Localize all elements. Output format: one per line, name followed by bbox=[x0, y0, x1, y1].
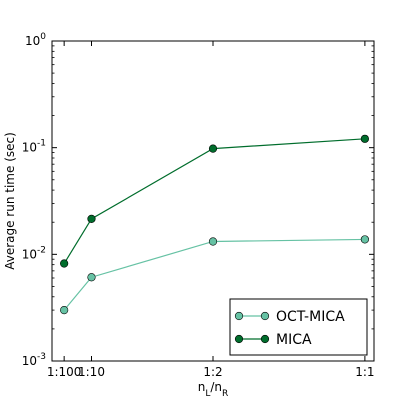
x-axis-label: nL/nR bbox=[198, 380, 229, 399]
legend-marker bbox=[260, 311, 270, 321]
x-tick-label: 1:100 bbox=[47, 365, 82, 379]
y-tick-label: 10-2 bbox=[22, 245, 46, 261]
legend-marker bbox=[234, 334, 244, 344]
legend-label: OCT-MICA bbox=[276, 309, 345, 325]
data-point-mica bbox=[87, 214, 96, 223]
y-tick-label: 100 bbox=[25, 32, 46, 48]
y-tick-label: 10-3 bbox=[22, 352, 46, 368]
data-point-oct-mica bbox=[60, 306, 69, 315]
y-tick-label: 10-1 bbox=[22, 139, 46, 155]
x-tick-label: 1:2 bbox=[203, 365, 222, 379]
data-point-oct-mica bbox=[208, 237, 218, 246]
data-point-mica bbox=[60, 259, 69, 268]
legend-label: MICA bbox=[276, 332, 312, 348]
data-point-mica bbox=[208, 144, 218, 153]
data-point-oct-mica bbox=[87, 273, 96, 282]
data-point-mica bbox=[360, 134, 369, 143]
legend-marker bbox=[234, 311, 244, 321]
y-minor-ticks bbox=[52, 45, 374, 330]
x-tick-label: 1:1 bbox=[355, 365, 374, 379]
legend: OCT-MICA MICA bbox=[229, 298, 368, 356]
legend-box bbox=[229, 298, 368, 356]
series-line-mica bbox=[63, 138, 365, 264]
legend-marker bbox=[260, 334, 270, 344]
series-layer bbox=[60, 134, 369, 315]
y-axis-label: Average run time (sec) bbox=[3, 132, 17, 270]
y-major-ticks: 10-3 10-2 10-1 100 bbox=[22, 32, 374, 368]
x-tick-label: 1:10 bbox=[78, 365, 105, 379]
series-line-oct-mica bbox=[63, 238, 365, 311]
data-point-oct-mica bbox=[360, 235, 369, 244]
